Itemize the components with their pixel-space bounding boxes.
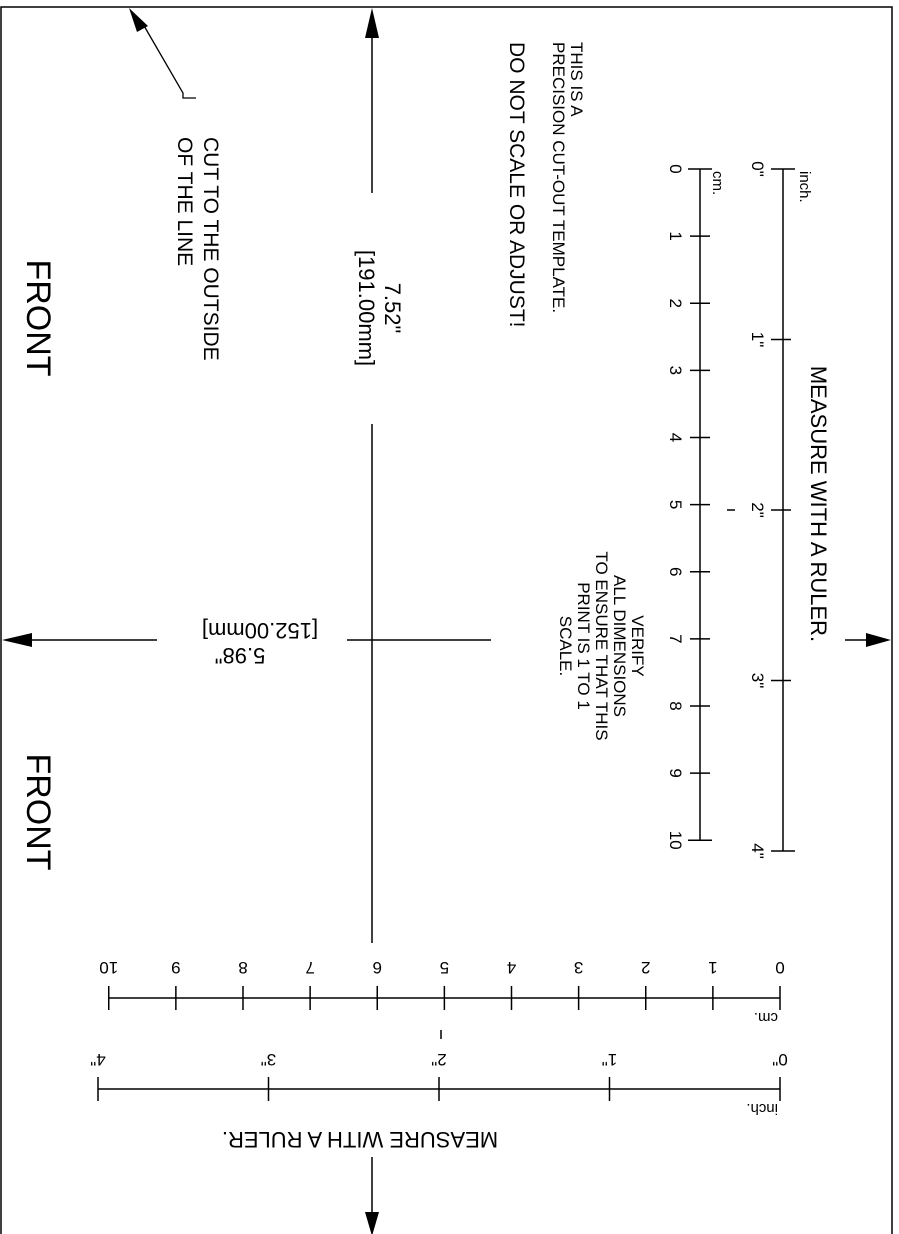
inch-tick-label: 3" bbox=[748, 673, 767, 689]
cm-tick-label: 8 bbox=[238, 958, 247, 977]
top-arrow bbox=[365, 8, 379, 38]
cut-leader-line bbox=[142, 23, 196, 99]
verify-note-line-1: VERIFY bbox=[628, 615, 647, 676]
bottom-arrow bbox=[365, 1212, 379, 1234]
cm-tick-label: 1 bbox=[708, 958, 717, 977]
template-border bbox=[0, 6, 893, 1234]
width-dim-mm: [152.00mm] bbox=[202, 618, 318, 643]
inch-tick-label: 2" bbox=[431, 1050, 447, 1069]
height-dim-inches: 7.52" bbox=[380, 283, 405, 334]
cm-tick-label: 2 bbox=[666, 299, 685, 308]
inch-unit-label: inch. bbox=[746, 1100, 778, 1117]
cm-tick-label: 4 bbox=[507, 958, 516, 977]
cut-note-line-2: OF THE LINE bbox=[173, 137, 196, 266]
verify-note-line-2: ALL DIMENSIONS bbox=[610, 575, 629, 717]
inch-tick-label: 2" bbox=[748, 502, 767, 518]
cm-tick-label: 0 bbox=[775, 958, 784, 977]
ruler-horizontal: 0 1 2 3 4 5 6 7 8 9 10 cm. 0" 1" 2" 3" 4" inch. MEASURE WI… bbox=[90, 958, 788, 1152]
cm-tick-label: 2 bbox=[641, 958, 650, 977]
inch-tick-label: 0" bbox=[772, 1050, 788, 1069]
inch-tick-label: 1" bbox=[602, 1050, 618, 1069]
verify-note-line-3: TO ENSURE THAT THIS bbox=[592, 551, 611, 740]
right-arrow bbox=[866, 633, 891, 647]
ruler-vertical: 0" 1" 2" 3" 4" inch. MEASURE WITH A RULER. 0 1 2 3… bbox=[666, 161, 831, 859]
precision-note-line-1: THIS IS A bbox=[567, 42, 586, 117]
cm-tick-label: 5 bbox=[666, 500, 685, 509]
cm-tick-label: 9 bbox=[171, 958, 180, 977]
cut-note-line-1: CUT TO THE OUTSIDE bbox=[199, 137, 222, 361]
cm-tick-label: 1 bbox=[666, 231, 685, 240]
inch-tick-label: 0" bbox=[748, 161, 767, 177]
cut-leader-arrow bbox=[129, 8, 148, 32]
cm-tick-label: 7 bbox=[666, 634, 685, 643]
left-arrow bbox=[2, 633, 32, 647]
inch-tick-label: 3" bbox=[261, 1050, 277, 1069]
verify-note-line-4: PRINT IS 1 TO 1 bbox=[574, 582, 593, 710]
verify-note-line-5: SCALE. bbox=[556, 616, 575, 676]
cm-tick-label: 8 bbox=[666, 701, 685, 710]
cm-tick-label: 0 bbox=[666, 164, 685, 173]
cm-tick-label: 6 bbox=[373, 958, 382, 977]
inch-tick-label: 4" bbox=[90, 1050, 106, 1069]
precision-note-line-2: PRECISION CUT-OUT TEMPLATE. bbox=[549, 42, 568, 313]
cm-tick-label: 4 bbox=[666, 433, 685, 442]
ruler-title: MEASURE WITH A RULER. bbox=[806, 366, 831, 642]
front-label-bottom: FRONT bbox=[19, 753, 57, 870]
cm-tick-label: 3 bbox=[666, 366, 685, 375]
height-dim-mm: [191.00mm] bbox=[354, 250, 379, 366]
width-dim-inches: 5.98" bbox=[215, 643, 266, 668]
cm-tick-label: 5 bbox=[440, 958, 449, 977]
ruler-title: MEASURE WITH A RULER. bbox=[222, 1127, 498, 1152]
cm-tick-label: 10 bbox=[99, 958, 118, 977]
inch-tick-label: 4" bbox=[748, 843, 767, 859]
cm-tick-label: 7 bbox=[305, 958, 314, 977]
cm-unit-label: cm. bbox=[754, 1009, 778, 1026]
precision-note-line-3: DO NOT SCALE OR ADJUST! bbox=[505, 42, 528, 328]
cm-tick-label: 3 bbox=[574, 958, 583, 977]
cm-tick-label: 9 bbox=[666, 768, 685, 777]
cm-tick-label: 6 bbox=[666, 567, 685, 576]
cm-unit-label: cm. bbox=[709, 171, 726, 195]
front-label-top: FRONT bbox=[19, 259, 57, 376]
inch-tick-label: 1" bbox=[748, 332, 767, 348]
cm-tick-label: 10 bbox=[666, 831, 685, 850]
inch-unit-label: inch. bbox=[796, 171, 813, 203]
